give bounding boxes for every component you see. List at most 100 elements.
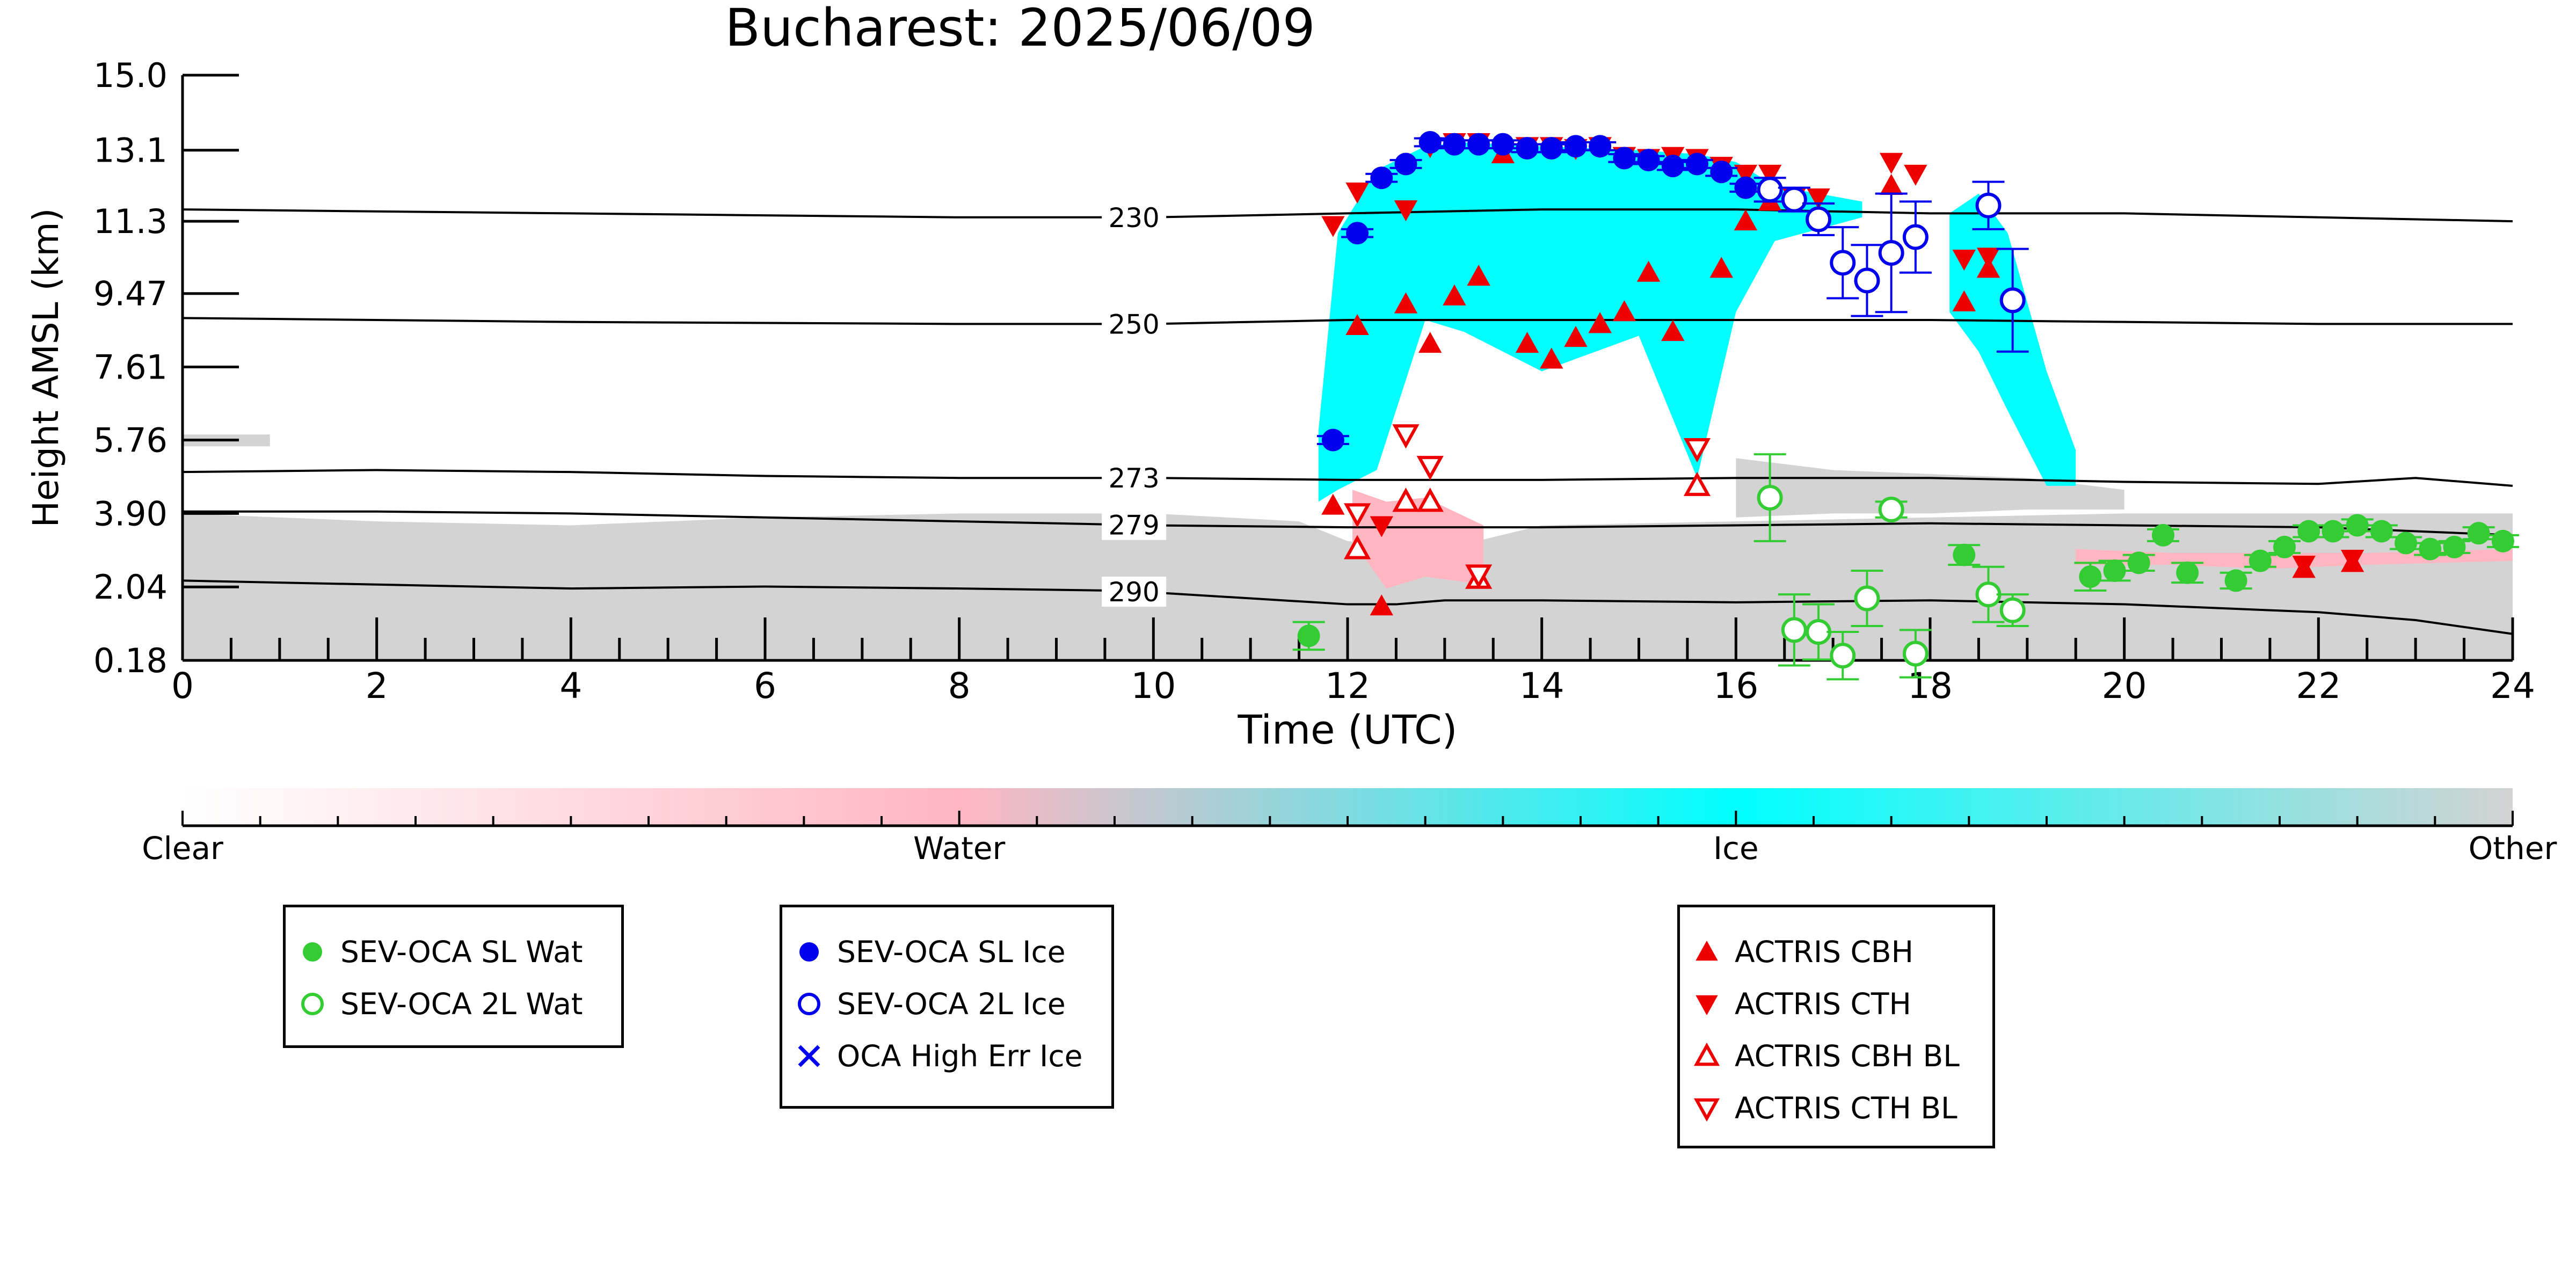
- point-actris-cth: [1879, 152, 1903, 174]
- point-actris-cbh: [1564, 326, 1588, 347]
- point-actris-cbh: [1540, 347, 1563, 369]
- point-sev-oca-sl-ice: [1418, 131, 1442, 154]
- point-sev-oca-sl-ice: [1516, 137, 1539, 160]
- x-tick-label: 12: [1325, 665, 1370, 707]
- x-tick-label: 16: [1713, 665, 1758, 707]
- point-sev-oca-2l-wat: [1999, 597, 2026, 623]
- isotherm-label-bg: [1102, 510, 1167, 540]
- point-actris-cbh: [1709, 257, 1733, 278]
- ice-cloud-main: [1318, 142, 1862, 502]
- point-actris-cbh: [1661, 320, 1685, 341]
- point-actris-cth: [1321, 216, 1345, 237]
- point-sev-oca-sl-wat: [2176, 561, 2199, 584]
- point-actris-cbh: [1879, 173, 1903, 195]
- point-sev-oca-2l-wat: [1902, 641, 1929, 667]
- point-sev-oca-sl-ice: [1686, 152, 1708, 176]
- point-sev-oca-2l-wat: [1757, 484, 1783, 511]
- y-tick-label: 7.61: [93, 348, 168, 387]
- isotherm-label: 279: [1108, 510, 1159, 541]
- legend-label: OCA High Err Ice: [837, 1039, 1083, 1073]
- point-sev-oca-2l-ice: [1854, 267, 1880, 294]
- colorbar-ticks: [181, 811, 2514, 827]
- point-sev-oca-sl-ice: [1321, 428, 1344, 452]
- point-sev-oca-2l-ice: [1830, 250, 1856, 276]
- point-actris-cth: [1370, 516, 1393, 537]
- legend-label: ACTRIS CBH BL: [1735, 1039, 1960, 1073]
- point-actris-cbh: [1370, 594, 1393, 616]
- point-sev-oca-sl-wat: [1297, 624, 1320, 647]
- point-sev-oca-sl-ice: [1491, 133, 1515, 156]
- point-sev-oca-sl-wat: [2346, 514, 2369, 537]
- point-sev-oca-sl-ice: [1370, 166, 1393, 190]
- y-tick-label: 2.04: [93, 567, 168, 607]
- legend-water: SEV-OCA SL Wat SEV-OCA 2L Wat: [283, 905, 624, 1048]
- point-actris-cbh: [1418, 332, 1442, 353]
- legend-label: SEV-OCA SL Ice: [837, 935, 1066, 969]
- legend-marker-icon: [798, 993, 820, 1015]
- legend-actris: ACTRIS CBH ACTRIS CTH ACTRIS CBH BL ACTRIS …: [1677, 905, 1995, 1148]
- point-sev-oca-sl-wat: [2079, 565, 2102, 588]
- y-tick-label: 9.47: [93, 274, 168, 314]
- legend-marker-icon: [1693, 1042, 1720, 1066]
- point-actris-cth-bl: [1343, 503, 1371, 528]
- water-cloud-a: [1352, 490, 1484, 589]
- x-tick-label: 24: [2490, 665, 2535, 707]
- y-tick-label: 3.90: [93, 494, 168, 533]
- point-actris-cth: [1734, 164, 1758, 186]
- point-actris-cbh: [1443, 284, 1466, 305]
- x-tick-label: 14: [1519, 665, 1564, 707]
- isotherm-label-bg: [1102, 463, 1167, 493]
- colorbar-label-ice: Ice: [1713, 830, 1759, 867]
- legend-marker-icon: [303, 942, 322, 962]
- point-actris-cbh-bl: [1392, 487, 1420, 512]
- legend-marker-icon: [1695, 940, 1718, 961]
- chart-title: Bucharest: 2025/06/09: [725, 0, 1315, 58]
- legend-label: ACTRIS CTH: [1735, 987, 1911, 1021]
- point-actris-cth: [2340, 549, 2364, 571]
- legend-label: SEV-OCA SL Wat: [340, 935, 583, 969]
- isotherm-label: 290: [1108, 577, 1159, 608]
- legend-entry: OCA High Err Ice: [782, 1032, 1082, 1080]
- legend-marker: [798, 1045, 820, 1067]
- point-sev-oca-sl-ice: [1637, 149, 1660, 172]
- point-sev-oca-2l-wat: [1781, 617, 1807, 643]
- point-actris-cbh: [1588, 312, 1612, 333]
- x-tick-label: 20: [2102, 665, 2147, 707]
- point-sev-oca-sl-ice: [1661, 155, 1684, 178]
- legend-marker-icon: [301, 993, 324, 1015]
- colorbar-labels: Clear Water Ice Other: [142, 830, 2557, 867]
- legend-entry: ACTRIS CBH: [1680, 928, 1913, 976]
- legend-marker: [798, 993, 820, 1015]
- x-tick-label: 10: [1131, 665, 1176, 707]
- point-sev-oca-2l-ice: [1902, 224, 1929, 250]
- point-sev-oca-2l-wat: [1830, 643, 1856, 669]
- point-sev-oca-sl-wat: [2322, 520, 2345, 543]
- legend-entry: SEV-OCA 2L Wat: [286, 980, 583, 1028]
- point-actris-cth: [1345, 182, 1369, 204]
- x-tick-label: 4: [559, 665, 582, 707]
- isotherm-label-bg: [1102, 309, 1167, 339]
- point-sev-oca-2l-wat: [1806, 619, 1832, 645]
- point-sev-oca-2l-ice: [1806, 206, 1832, 232]
- point-sev-oca-sl-ice: [1346, 222, 1369, 245]
- isotherm-230: [182, 208, 2513, 223]
- legend-marker-icon: [1695, 995, 1718, 1016]
- legend-entry: SEV-OCA SL Ice: [782, 928, 1066, 976]
- y-tick-label: 15.0: [93, 56, 168, 95]
- point-sev-oca-sl-wat: [2297, 520, 2320, 543]
- legend-label: ACTRIS CBH: [1735, 935, 1913, 969]
- isotherm-label: 230: [1108, 202, 1159, 234]
- x-tick-label: 8: [948, 665, 971, 707]
- point-sev-oca-sl-ice: [1467, 133, 1490, 156]
- point-actris-cbh: [1321, 493, 1345, 515]
- isotherm-250: [182, 317, 2513, 325]
- isotherm-lines: 230 250 273 279 290: [182, 202, 2513, 635]
- point-sev-oca-sl-wat: [2152, 523, 2174, 547]
- legend-marker-icon: [1693, 1098, 1720, 1122]
- y-tick-label: 11.3: [93, 202, 168, 241]
- y-tick-label: 0.18: [93, 641, 168, 680]
- isotherm-label-bg: [1102, 577, 1167, 607]
- point-sev-oca-2l-ice: [1975, 192, 2002, 219]
- point-actris-cth-bl: [1392, 424, 1420, 449]
